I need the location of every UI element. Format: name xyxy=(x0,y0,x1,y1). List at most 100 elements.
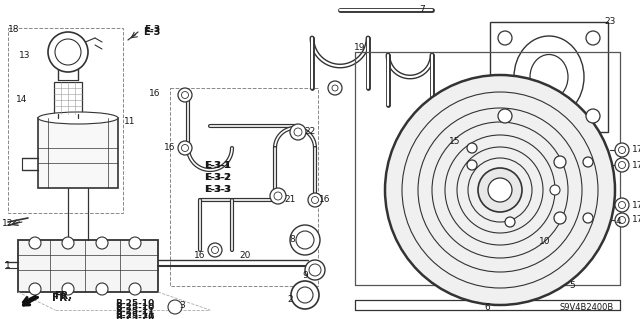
Circle shape xyxy=(550,185,560,195)
Circle shape xyxy=(182,145,189,152)
Text: 20: 20 xyxy=(239,250,251,259)
Text: E-3: E-3 xyxy=(143,27,161,37)
Circle shape xyxy=(29,283,41,295)
Circle shape xyxy=(385,75,615,305)
Text: 1: 1 xyxy=(5,261,11,270)
Text: 21: 21 xyxy=(284,196,296,204)
Circle shape xyxy=(305,260,325,280)
Circle shape xyxy=(96,237,108,249)
Text: E-3-1: E-3-1 xyxy=(204,160,230,169)
Text: 22: 22 xyxy=(305,128,316,137)
Text: 15: 15 xyxy=(449,137,461,146)
Circle shape xyxy=(297,287,313,303)
Text: 16: 16 xyxy=(164,144,176,152)
Circle shape xyxy=(291,281,319,309)
Text: 12: 12 xyxy=(3,219,13,228)
Circle shape xyxy=(296,231,314,249)
Circle shape xyxy=(290,124,306,140)
Text: 5: 5 xyxy=(569,280,575,290)
Circle shape xyxy=(618,161,625,168)
Circle shape xyxy=(274,192,282,200)
Text: 23: 23 xyxy=(604,18,616,26)
Ellipse shape xyxy=(572,147,604,233)
Text: 3: 3 xyxy=(179,301,185,310)
Text: 6: 6 xyxy=(484,303,490,313)
Circle shape xyxy=(583,157,593,167)
Circle shape xyxy=(294,128,302,136)
Circle shape xyxy=(208,243,222,257)
Text: E-3-2: E-3-2 xyxy=(205,173,231,182)
Ellipse shape xyxy=(541,145,579,235)
Text: 8: 8 xyxy=(289,235,295,244)
Circle shape xyxy=(29,237,41,249)
Text: 13: 13 xyxy=(19,50,31,60)
Text: 14: 14 xyxy=(16,94,28,103)
Circle shape xyxy=(182,92,189,99)
Bar xyxy=(54,82,82,114)
Circle shape xyxy=(586,31,600,45)
Circle shape xyxy=(48,32,88,72)
Circle shape xyxy=(467,160,477,170)
Text: E-3-3: E-3-3 xyxy=(205,184,231,194)
Circle shape xyxy=(498,31,512,45)
Text: 19: 19 xyxy=(355,42,365,51)
Text: 17: 17 xyxy=(632,160,640,169)
Circle shape xyxy=(615,198,629,212)
Text: 16: 16 xyxy=(319,196,331,204)
Text: 11: 11 xyxy=(124,117,136,127)
Text: 16: 16 xyxy=(149,88,161,98)
Circle shape xyxy=(328,81,342,95)
Text: FR.: FR. xyxy=(54,291,72,301)
Ellipse shape xyxy=(38,112,118,124)
Text: 17: 17 xyxy=(632,145,640,154)
Circle shape xyxy=(62,237,74,249)
Circle shape xyxy=(615,158,629,172)
Text: 17: 17 xyxy=(632,216,640,225)
Text: E-3-3: E-3-3 xyxy=(204,184,230,194)
Bar xyxy=(170,88,318,286)
Text: 4: 4 xyxy=(615,218,621,226)
Bar xyxy=(490,22,608,132)
Text: E-3-1: E-3-1 xyxy=(205,160,231,169)
Circle shape xyxy=(129,283,141,295)
Bar xyxy=(38,118,118,188)
Text: B-25-11: B-25-11 xyxy=(115,307,154,315)
Circle shape xyxy=(178,88,192,102)
Circle shape xyxy=(618,217,625,224)
Circle shape xyxy=(618,202,625,209)
Text: B-25-20: B-25-20 xyxy=(115,314,154,319)
Circle shape xyxy=(168,300,182,314)
Circle shape xyxy=(618,146,625,153)
Circle shape xyxy=(505,217,515,227)
Text: 18: 18 xyxy=(8,26,20,34)
Text: FR.: FR. xyxy=(52,293,72,303)
Bar xyxy=(8,28,123,213)
Circle shape xyxy=(586,109,600,123)
Circle shape xyxy=(467,143,477,153)
Text: S9V4B2400B: S9V4B2400B xyxy=(560,303,614,313)
Text: 10: 10 xyxy=(540,238,551,247)
Circle shape xyxy=(55,39,81,65)
Circle shape xyxy=(554,156,566,168)
Circle shape xyxy=(615,213,629,227)
Text: 2: 2 xyxy=(287,295,293,305)
Text: 16: 16 xyxy=(195,250,205,259)
Circle shape xyxy=(178,141,192,155)
Circle shape xyxy=(615,143,629,157)
Circle shape xyxy=(270,188,286,204)
Circle shape xyxy=(478,168,522,212)
Text: E-3-2: E-3-2 xyxy=(204,173,230,182)
Text: 9: 9 xyxy=(302,271,308,279)
Circle shape xyxy=(488,178,512,202)
Text: 17: 17 xyxy=(632,201,640,210)
Circle shape xyxy=(308,193,322,207)
Circle shape xyxy=(554,212,566,224)
Text: B-25-10: B-25-10 xyxy=(115,303,154,313)
Text: E-3: E-3 xyxy=(144,26,160,34)
Circle shape xyxy=(583,213,593,223)
Circle shape xyxy=(211,247,218,254)
Circle shape xyxy=(129,237,141,249)
Circle shape xyxy=(312,197,319,204)
Bar xyxy=(18,240,158,292)
Text: 7: 7 xyxy=(419,5,425,14)
